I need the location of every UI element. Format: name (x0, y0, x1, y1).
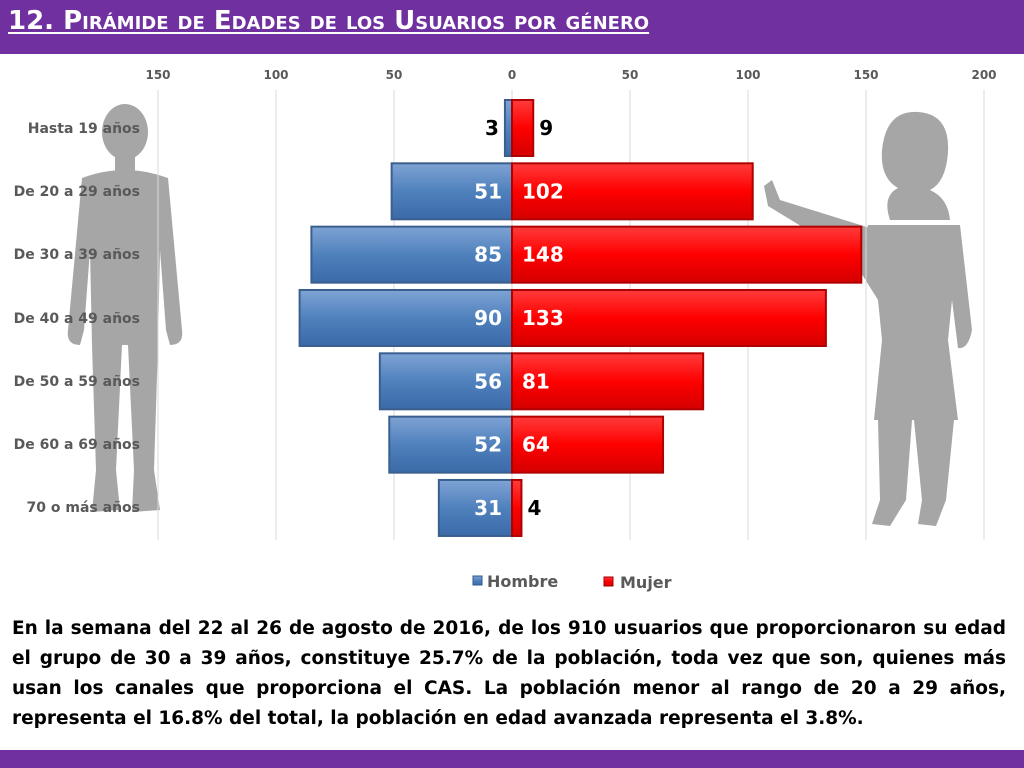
value-label-mujer: 64 (522, 433, 550, 457)
category-label: De 50 a 59 años (14, 374, 140, 390)
bar-mujer (511, 225, 863, 284)
value-label-mujer: 133 (522, 306, 564, 330)
man-silhouette-icon (67, 104, 183, 512)
value-label-mujer: 102 (522, 179, 564, 203)
category-label: De 20 a 29 años (14, 184, 140, 200)
bar-hombre (378, 352, 513, 411)
bar-hombre (388, 415, 513, 474)
population-pyramid-chart: 150 100 50 0 50 100 150 200 Hasta 19 año… (14, 68, 997, 592)
x-tick: 100 (735, 68, 760, 82)
value-labels: 3 9 51 102 85 148 90 133 56 81 52 64 31 4 (474, 116, 564, 520)
bar-mujer (511, 415, 665, 474)
value-label-mujer: 148 (522, 243, 564, 267)
y-axis-categories: Hasta 19 años De 20 a 29 años De 30 a 39… (14, 121, 140, 516)
legend-swatch-hombre (472, 575, 483, 586)
value-label-hombre: 56 (474, 369, 502, 393)
value-label-mujer: 81 (522, 369, 550, 393)
x-axis: 150 100 50 0 50 100 150 200 (145, 68, 996, 82)
value-label-hombre: 31 (474, 496, 502, 520)
category-label: Hasta 19 años (28, 121, 140, 137)
x-tick: 150 (853, 68, 878, 82)
bar-hombre (503, 99, 514, 157)
category-label: De 60 a 69 años (14, 437, 140, 453)
legend-swatch-mujer (603, 576, 614, 587)
bars (298, 99, 863, 537)
value-label-hombre: 85 (474, 243, 502, 267)
x-tick: 50 (386, 68, 403, 82)
value-label-mujer: 9 (539, 116, 553, 140)
bar-mujer (511, 162, 754, 221)
value-label-mujer: 4 (527, 496, 541, 520)
legend-label-mujer: Mujer (620, 573, 672, 592)
category-label: De 40 a 49 años (14, 311, 140, 327)
x-tick: 150 (145, 68, 170, 82)
x-tick: 0 (508, 68, 516, 82)
bar-mujer (511, 99, 535, 157)
bar-hombre (298, 288, 513, 347)
x-tick: 50 (622, 68, 639, 82)
bar-mujer (511, 478, 523, 537)
value-label-hombre: 52 (474, 433, 502, 457)
bottom-bar (0, 750, 1024, 768)
summary-paragraph: En la semana del 22 al 26 de agosto de 2… (12, 618, 1006, 729)
legend-label-hombre: Hombre (487, 572, 558, 591)
x-tick: 100 (263, 68, 288, 82)
title-bar: 12. Pirámide de Edades de los Usuarios p… (0, 0, 1024, 54)
slide-title: 12. Pirámide de Edades de los Usuarios p… (8, 6, 650, 36)
value-label-hombre: 51 (474, 179, 502, 203)
x-tick: 200 (971, 68, 996, 82)
bar-mujer (511, 288, 827, 347)
value-label-hombre: 90 (474, 306, 502, 330)
value-label-hombre: 3 (485, 116, 499, 140)
legend: Hombre Mujer (472, 572, 672, 592)
category-label: De 30 a 39 años (14, 247, 140, 263)
category-label: 70 o más años (27, 500, 140, 516)
woman-silhouette-icon (764, 111, 972, 526)
bar-mujer (511, 352, 705, 411)
